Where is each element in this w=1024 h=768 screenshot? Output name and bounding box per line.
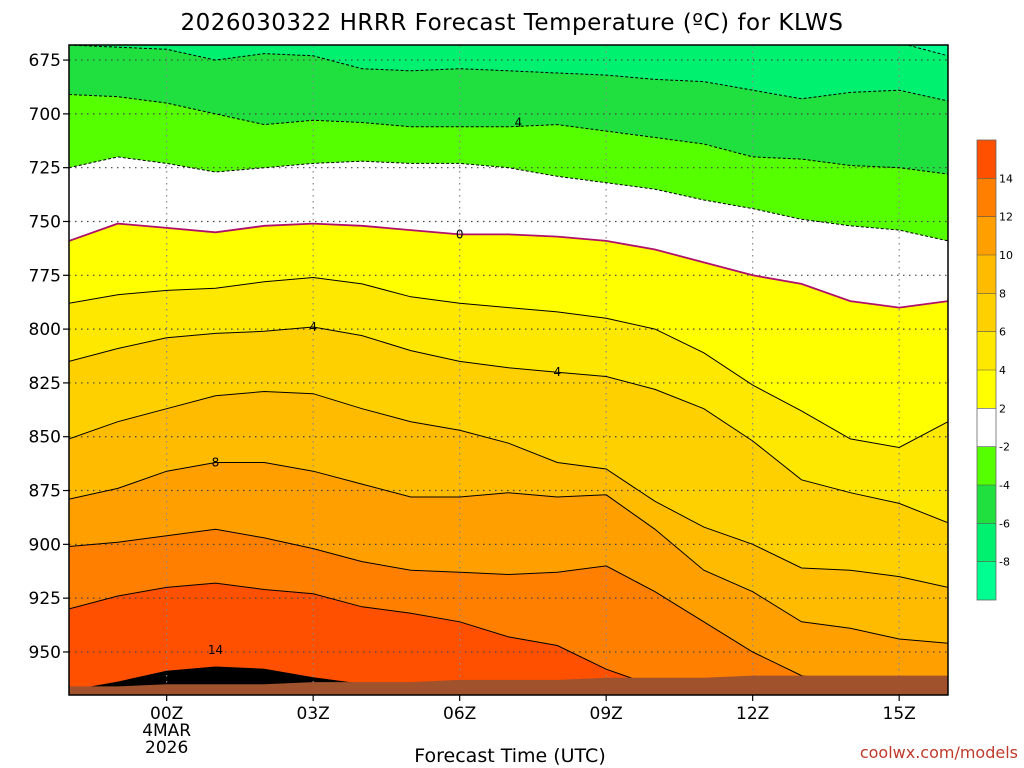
colorbar-segment-6 — [977, 331, 996, 370]
contour-label-2: 4 — [309, 320, 317, 334]
contour-label-5: 14 — [208, 643, 223, 657]
y-tick-label-950: 950 — [29, 643, 61, 663]
contour-label-3: 4 — [554, 365, 562, 379]
isotherm--4 — [69, 94, 948, 175]
x-axis-label: Forecast Time (UTC) — [414, 745, 605, 767]
colorbar-segment-1 — [977, 523, 996, 562]
temperature-band-12 — [69, 583, 948, 695]
x-tick-date: 4MAR — [142, 721, 191, 741]
contour-label-0: 0 — [456, 227, 464, 241]
y-tick-label-725: 725 — [29, 159, 61, 179]
colorbar-segment-8 — [977, 255, 996, 294]
y-tick-label-875: 875 — [29, 482, 61, 502]
colorbar-segment-7 — [977, 293, 996, 332]
colorbar-segment-0 — [977, 561, 996, 600]
isotherm-0 — [69, 222, 948, 309]
y-tick-label-825: 825 — [29, 374, 61, 394]
colorbar-tick--4: -4 — [999, 479, 1010, 492]
colorbar: -8 -6 -4 -2 2 4 6 8 10 12 14 — [976, 139, 1013, 601]
y-tick-label-800: 800 — [29, 320, 61, 340]
colorbar-tick-10: 10 — [999, 249, 1013, 262]
y-axis: 675 700 725 750 775 800 825 850 875 900 925 950 — [29, 51, 69, 663]
colorbar-segment-5 — [977, 370, 996, 409]
isotherm-4 — [69, 326, 948, 524]
colorbar-segment-2 — [977, 485, 996, 524]
plot-area: 0 4 4 4 8 14 — [68, 44, 949, 696]
x-tick-label-06Z: 06Z — [443, 704, 476, 724]
y-tick-label-900: 900 — [29, 535, 61, 555]
y-tick-label-775: 775 — [29, 266, 61, 286]
contour-label-4: 8 — [212, 456, 220, 470]
x-tick-label-12Z: 12Z — [736, 704, 769, 724]
colorbar-tick-6: 6 — [999, 326, 1006, 339]
colorbar-tick-14: 14 — [999, 172, 1013, 185]
y-tick-label-925: 925 — [29, 589, 61, 609]
colorbar-segment-9 — [977, 216, 996, 255]
x-tick-label-15Z: 15Z — [883, 704, 916, 724]
colorbar-tick--6: -6 — [999, 517, 1010, 530]
x-tick-label-09Z: 09Z — [590, 704, 623, 724]
y-tick-label-850: 850 — [29, 428, 61, 448]
x-tick-label-00Z: 00Z — [150, 704, 183, 724]
colorbar-segment-10 — [977, 178, 996, 217]
site-credit: coolwx.com/models — [860, 743, 1018, 762]
isotherm--6 — [69, 45, 948, 102]
ground-terrain — [69, 675, 948, 695]
x-tick-label-03Z: 03Z — [297, 704, 330, 724]
colorbar-tick-2: 2 — [999, 402, 1006, 415]
isotherm--2 — [69, 156, 948, 242]
chart-title: 2026030322 HRRR Forecast Temperature (ºC… — [180, 10, 843, 36]
y-tick-label-700: 700 — [29, 105, 61, 125]
plot-frame — [68, 44, 949, 696]
isotherm-6 — [69, 390, 948, 588]
y-tick-label-675: 675 — [29, 51, 61, 71]
colorbar-tick-8: 8 — [999, 287, 1006, 300]
colorbar-segment-3 — [977, 446, 996, 485]
y-tick-label-750: 750 — [29, 212, 61, 232]
isotherm-8 — [69, 462, 948, 644]
colorbar-segment-11 — [977, 140, 996, 179]
colorbar-tick-4: 4 — [999, 364, 1006, 377]
colorbar-segment-4 — [977, 408, 996, 447]
contour-label-1: 4 — [514, 115, 522, 129]
colorbar-tick--8: -8 — [999, 556, 1010, 569]
x-tick-year: 2026 — [145, 738, 188, 758]
colorbar-tick--2: -2 — [999, 441, 1010, 454]
colorbar-tick-12: 12 — [999, 211, 1013, 224]
isotherm-2 — [69, 276, 948, 449]
plot-clip-group: 0 4 4 4 8 14 — [69, 45, 948, 695]
